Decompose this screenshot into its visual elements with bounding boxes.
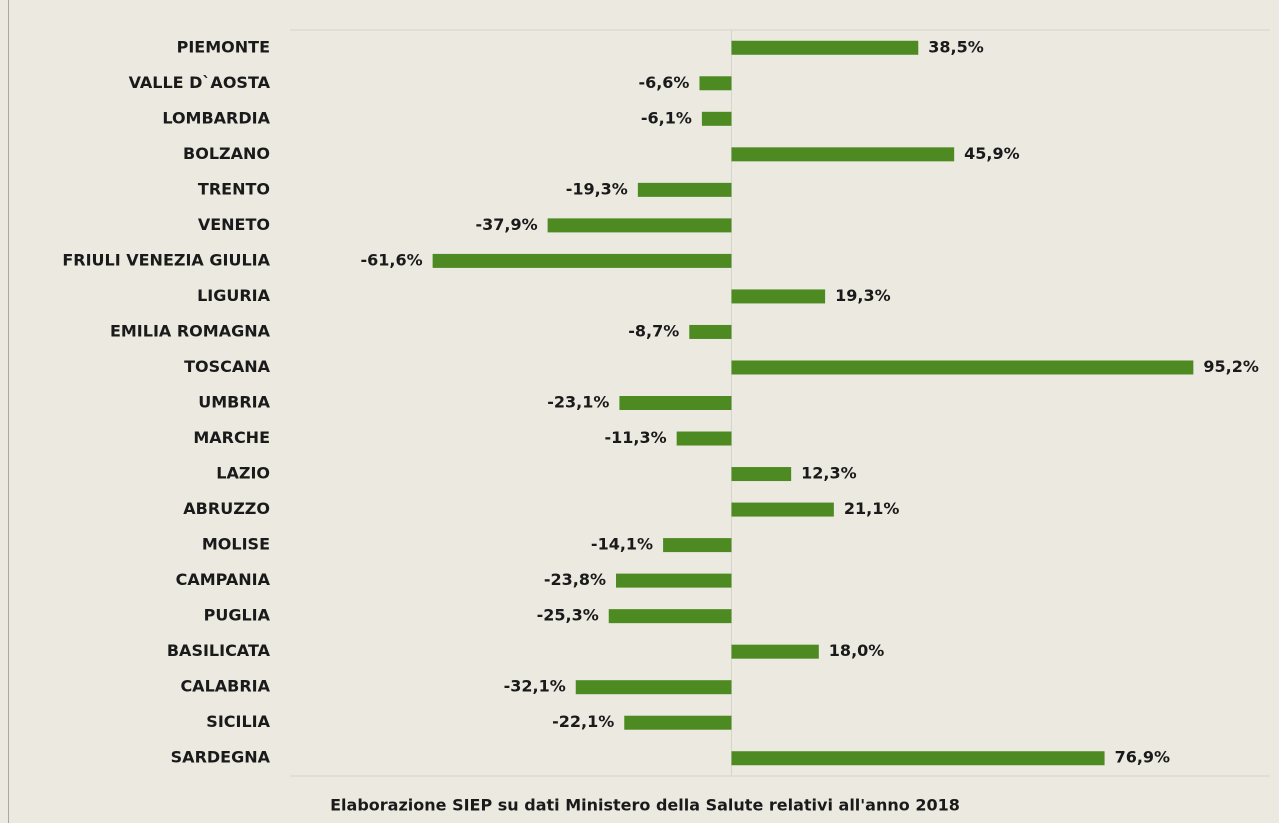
category-label: MOLISE xyxy=(202,535,270,554)
bar xyxy=(731,40,919,55)
bar xyxy=(731,360,1194,375)
category-label: PIEMONTE xyxy=(177,37,270,56)
value-label: -25,3% xyxy=(537,606,599,625)
category-label: LAZIO xyxy=(216,464,270,483)
category-label: CALABRIA xyxy=(180,677,270,696)
category-label: LOMBARDIA xyxy=(162,108,270,127)
value-label: 45,9% xyxy=(964,144,1020,163)
bar xyxy=(701,111,732,126)
value-label: -6,1% xyxy=(641,108,692,127)
value-label: -61,6% xyxy=(360,250,422,269)
bar xyxy=(731,644,819,659)
value-label: -8,7% xyxy=(628,321,679,340)
value-label: 19,3% xyxy=(835,286,891,305)
bar xyxy=(663,538,732,553)
category-label: VALLE D`AOSTA xyxy=(129,73,271,92)
bar xyxy=(547,218,732,233)
category-label: SARDEGNA xyxy=(171,748,271,767)
value-label: -14,1% xyxy=(591,535,653,554)
bar xyxy=(731,502,834,517)
category-label: VENETO xyxy=(198,215,270,234)
category-label: FRIULI VENEZIA GIULIA xyxy=(62,250,270,269)
category-label: ABRUZZO xyxy=(183,499,270,518)
category-label: EMILIA ROMAGNA xyxy=(110,321,271,340)
value-label: 18,0% xyxy=(829,641,885,660)
value-label: -32,1% xyxy=(504,677,566,696)
value-label: -11,3% xyxy=(605,428,667,447)
category-label: LIGURIA xyxy=(197,286,271,305)
value-label: 76,9% xyxy=(1115,748,1171,767)
bar xyxy=(689,324,732,339)
bar xyxy=(731,289,826,304)
category-label: TOSCANA xyxy=(184,357,271,376)
value-label: -22,1% xyxy=(552,712,614,731)
value-label: 95,2% xyxy=(1203,357,1259,376)
category-label: MARCHE xyxy=(193,428,270,447)
category-label: SICILIA xyxy=(206,712,270,731)
value-label: -37,9% xyxy=(475,215,537,234)
bar xyxy=(731,751,1105,766)
source-note: Elaborazione SIEP su dati Ministero dell… xyxy=(330,796,960,815)
value-label: 21,1% xyxy=(844,499,900,518)
bar xyxy=(616,573,732,588)
bar xyxy=(731,467,792,482)
value-label: -23,1% xyxy=(547,393,609,412)
value-label: 38,5% xyxy=(928,37,984,56)
category-label: BASILICATA xyxy=(167,641,271,660)
category-label: TRENTO xyxy=(198,179,270,198)
category-label: BOLZANO xyxy=(183,144,270,163)
value-label: 12,3% xyxy=(801,464,857,483)
value-label: -19,3% xyxy=(566,179,628,198)
category-label: PUGLIA xyxy=(204,606,271,625)
bar xyxy=(608,609,732,624)
category-label: UMBRIA xyxy=(198,393,270,412)
bar xyxy=(624,715,732,730)
category-label: CAMPANIA xyxy=(176,570,271,589)
value-label: -23,8% xyxy=(544,570,606,589)
bar xyxy=(731,147,955,162)
bar xyxy=(619,396,732,410)
value-label: -6,6% xyxy=(638,73,689,92)
bar xyxy=(699,76,732,91)
bar xyxy=(637,182,732,197)
bar xyxy=(676,431,732,446)
bar xyxy=(432,253,732,268)
bar xyxy=(575,680,732,695)
